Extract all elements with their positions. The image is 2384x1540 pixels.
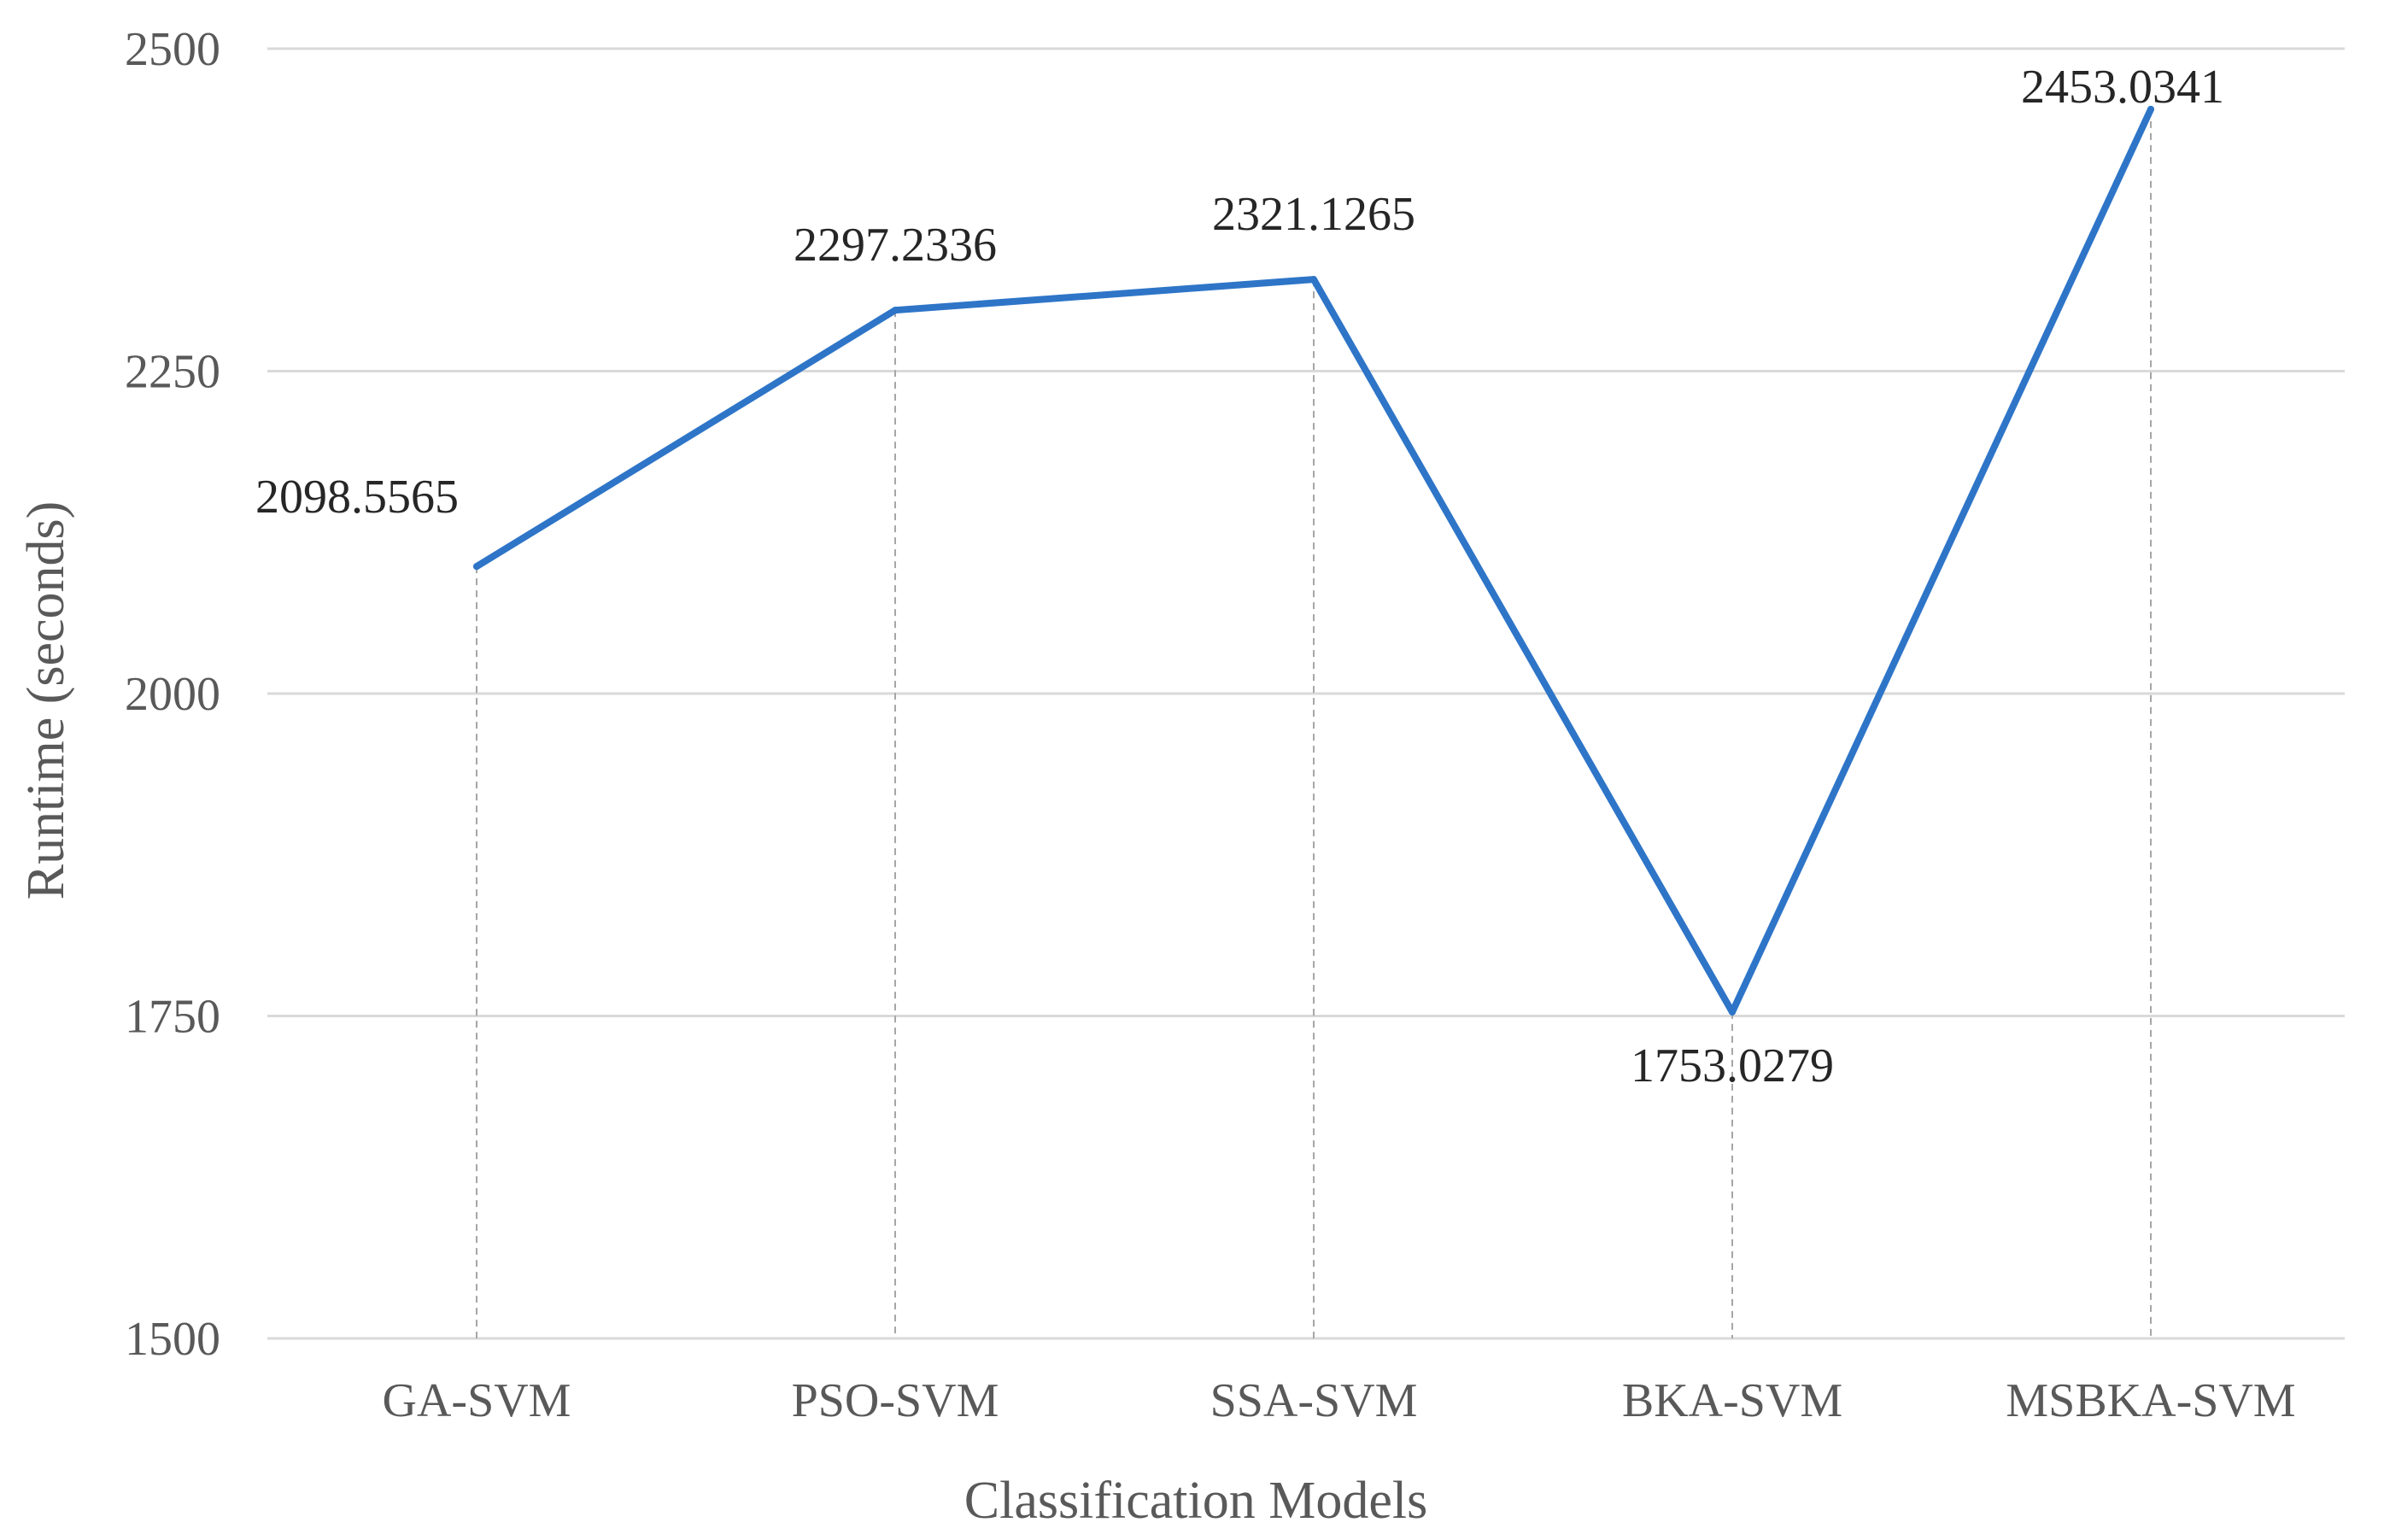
y-axis-ticks: 1500 1750 2000 2250 2500 bbox=[125, 23, 220, 1366]
x-tick-label: MSBKA-SVM bbox=[2006, 1374, 2295, 1427]
y-tick-label: 2500 bbox=[125, 23, 220, 76]
data-point bbox=[892, 307, 899, 314]
y-tick-label: 1750 bbox=[125, 991, 220, 1044]
gridlines bbox=[267, 47, 2345, 1340]
x-tick-label: BKA-SVM bbox=[1622, 1374, 1842, 1427]
drop-lines bbox=[476, 108, 2152, 1338]
data-point bbox=[1310, 276, 1317, 284]
data-label: 2098.5565 bbox=[255, 471, 459, 524]
data-label: 2453.0341 bbox=[2021, 61, 2224, 114]
y-axis-title: Runtime (seconds) bbox=[17, 501, 75, 900]
x-tick-label: PSO-SVM bbox=[792, 1374, 999, 1427]
data-label: 2321.1265 bbox=[1212, 188, 1415, 241]
data-label: 1753.0279 bbox=[1631, 1039, 1834, 1092]
x-tick-label: GA-SVM bbox=[383, 1374, 571, 1427]
x-axis-title: Classification Models bbox=[964, 1472, 1427, 1530]
data-point bbox=[473, 563, 480, 571]
data-point bbox=[1729, 1008, 1736, 1016]
y-tick-label: 2000 bbox=[125, 668, 220, 721]
y-tick-label: 1500 bbox=[125, 1313, 220, 1366]
data-labels: 2098.5565 2297.2336 2321.1265 1753.0279 2453… bbox=[255, 61, 2224, 1092]
x-tick-label: SSA-SVM bbox=[1210, 1374, 1418, 1427]
y-tick-label: 2250 bbox=[125, 346, 220, 399]
x-axis-ticks: GA-SVM PSO-SVM SSA-SVM BKA-SVM MSBKA-SVM bbox=[383, 1374, 2296, 1427]
data-point bbox=[2147, 105, 2154, 113]
data-label: 2297.2336 bbox=[794, 219, 997, 272]
series-layer bbox=[473, 105, 2154, 1016]
